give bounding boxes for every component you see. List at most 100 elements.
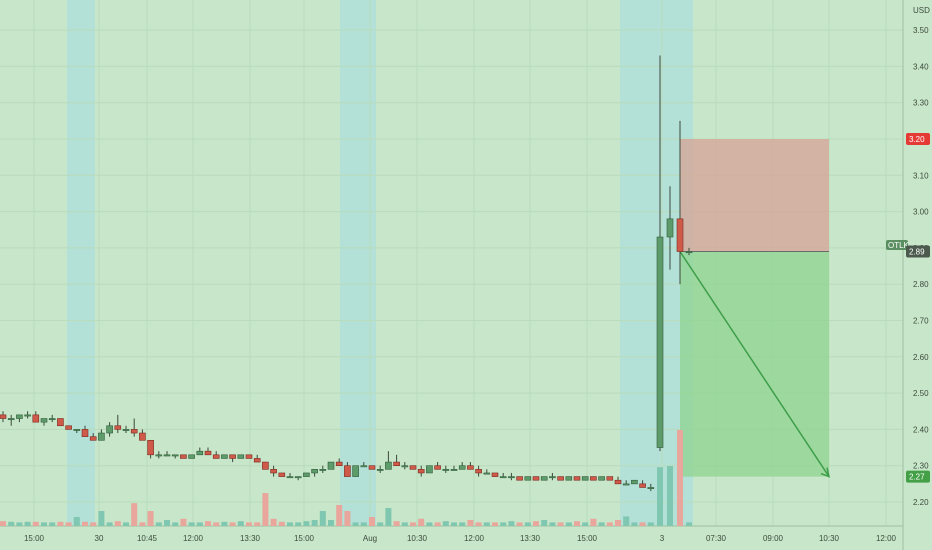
volume-bar xyxy=(434,522,441,526)
stop-loss-zone xyxy=(680,139,829,252)
x-tick-label: 12:00 xyxy=(876,534,897,543)
volume-bar xyxy=(0,521,6,526)
volume-bar xyxy=(65,522,72,526)
x-tick-label: 12:00 xyxy=(183,534,204,543)
y-tick-label: 3.30 xyxy=(913,99,929,108)
candle-body xyxy=(401,465,409,468)
arrow-head xyxy=(820,467,831,478)
candle-body xyxy=(114,425,122,430)
volume-bar xyxy=(418,518,425,526)
symbol-label: OTLK xyxy=(888,241,910,250)
price-tag-label: 2.89 xyxy=(909,248,925,257)
volume-bar xyxy=(90,522,97,526)
volume-bar xyxy=(508,521,515,526)
volume-bar xyxy=(278,521,285,526)
volume-bar xyxy=(180,518,187,526)
x-tick-label: 10:45 xyxy=(137,534,158,543)
volume-bar xyxy=(164,520,170,526)
x-tick-label: 15:00 xyxy=(294,534,315,543)
volume-bar xyxy=(631,522,638,526)
volume-bar xyxy=(401,522,408,526)
x-tick-label: 13:30 xyxy=(520,534,541,543)
y-tick-label: 3.50 xyxy=(913,26,929,35)
volume-bar xyxy=(344,511,351,526)
volume-bar xyxy=(32,521,39,526)
y-tick-label: 2.40 xyxy=(913,425,929,434)
volume-bar xyxy=(319,511,326,526)
candle-body xyxy=(212,454,220,459)
y-tick-label: 2.60 xyxy=(913,353,929,362)
volume-bar xyxy=(336,505,343,526)
volume-bar xyxy=(598,522,605,526)
volume-bar xyxy=(16,522,23,526)
volume-bar xyxy=(205,521,211,526)
candle-body xyxy=(286,476,294,479)
session-band xyxy=(67,0,95,526)
volume-bar xyxy=(606,522,613,526)
candle-body xyxy=(557,476,564,481)
volume-bar xyxy=(8,521,15,526)
price-tag xyxy=(906,245,930,258)
candle-body xyxy=(278,472,286,477)
volume-bar xyxy=(574,521,580,526)
candle-body xyxy=(467,465,474,470)
candle-body xyxy=(81,429,89,437)
candle-body xyxy=(532,476,540,481)
volume-bar xyxy=(73,517,80,526)
x-tick-label: 07:30 xyxy=(706,534,727,543)
volume-bar xyxy=(677,430,683,526)
candle-body xyxy=(155,454,163,457)
candle-body xyxy=(196,450,204,456)
candle-body xyxy=(434,465,441,470)
x-tick-label: 30 xyxy=(95,534,104,543)
candle-body xyxy=(685,251,693,254)
symbol-tag xyxy=(886,240,908,250)
price-tag xyxy=(906,133,930,145)
candle-body xyxy=(606,476,614,481)
candle-body xyxy=(442,469,450,471)
volume-bar xyxy=(49,522,56,526)
volume-bar xyxy=(483,522,490,526)
candle-body xyxy=(647,487,655,489)
candle-body xyxy=(639,483,646,488)
volume-bar xyxy=(41,522,47,526)
candle-body xyxy=(376,469,384,471)
volume-bar xyxy=(667,466,673,526)
session-band xyxy=(340,0,376,526)
candle-body xyxy=(590,476,597,481)
y-tick-label: 3.00 xyxy=(913,208,929,217)
price-tag xyxy=(906,470,930,483)
candle-body xyxy=(475,469,482,474)
volume-bar xyxy=(106,522,113,526)
x-tick-label: 12:00 xyxy=(464,534,485,543)
candle-body xyxy=(98,432,105,441)
volume-bar xyxy=(213,522,220,526)
candle-body xyxy=(614,479,622,485)
time-axis[interactable]: 15:00 30 10:45 12:00 13:30 15:00 Aug 10:30 12:00… xyxy=(24,534,897,543)
volume-bar xyxy=(410,522,416,526)
candle-body xyxy=(622,483,630,486)
volume-bar xyxy=(686,522,692,526)
volume-bar xyxy=(615,520,621,526)
volume-bar xyxy=(500,522,507,526)
volume-bar xyxy=(147,511,154,526)
candle-body xyxy=(360,465,368,468)
candle-body xyxy=(676,218,684,252)
volume-bar xyxy=(139,522,146,526)
volume-bar xyxy=(328,520,334,526)
volume-bar xyxy=(467,520,474,526)
x-tick-label: 3 xyxy=(660,534,665,543)
candle-body xyxy=(221,454,228,459)
x-tick-label: 15:00 xyxy=(577,534,598,543)
candle-body xyxy=(270,469,277,474)
short-position-tool[interactable] xyxy=(679,139,831,478)
volume-bar xyxy=(352,522,359,526)
y-tick-label: 2.30 xyxy=(913,462,929,471)
x-tick-label: 09:00 xyxy=(763,534,784,543)
candle-body xyxy=(229,454,236,459)
volume-bar xyxy=(385,508,392,526)
candle-body xyxy=(294,476,302,479)
candle-body xyxy=(458,465,466,470)
x-tick-label: 15:00 xyxy=(24,534,45,543)
